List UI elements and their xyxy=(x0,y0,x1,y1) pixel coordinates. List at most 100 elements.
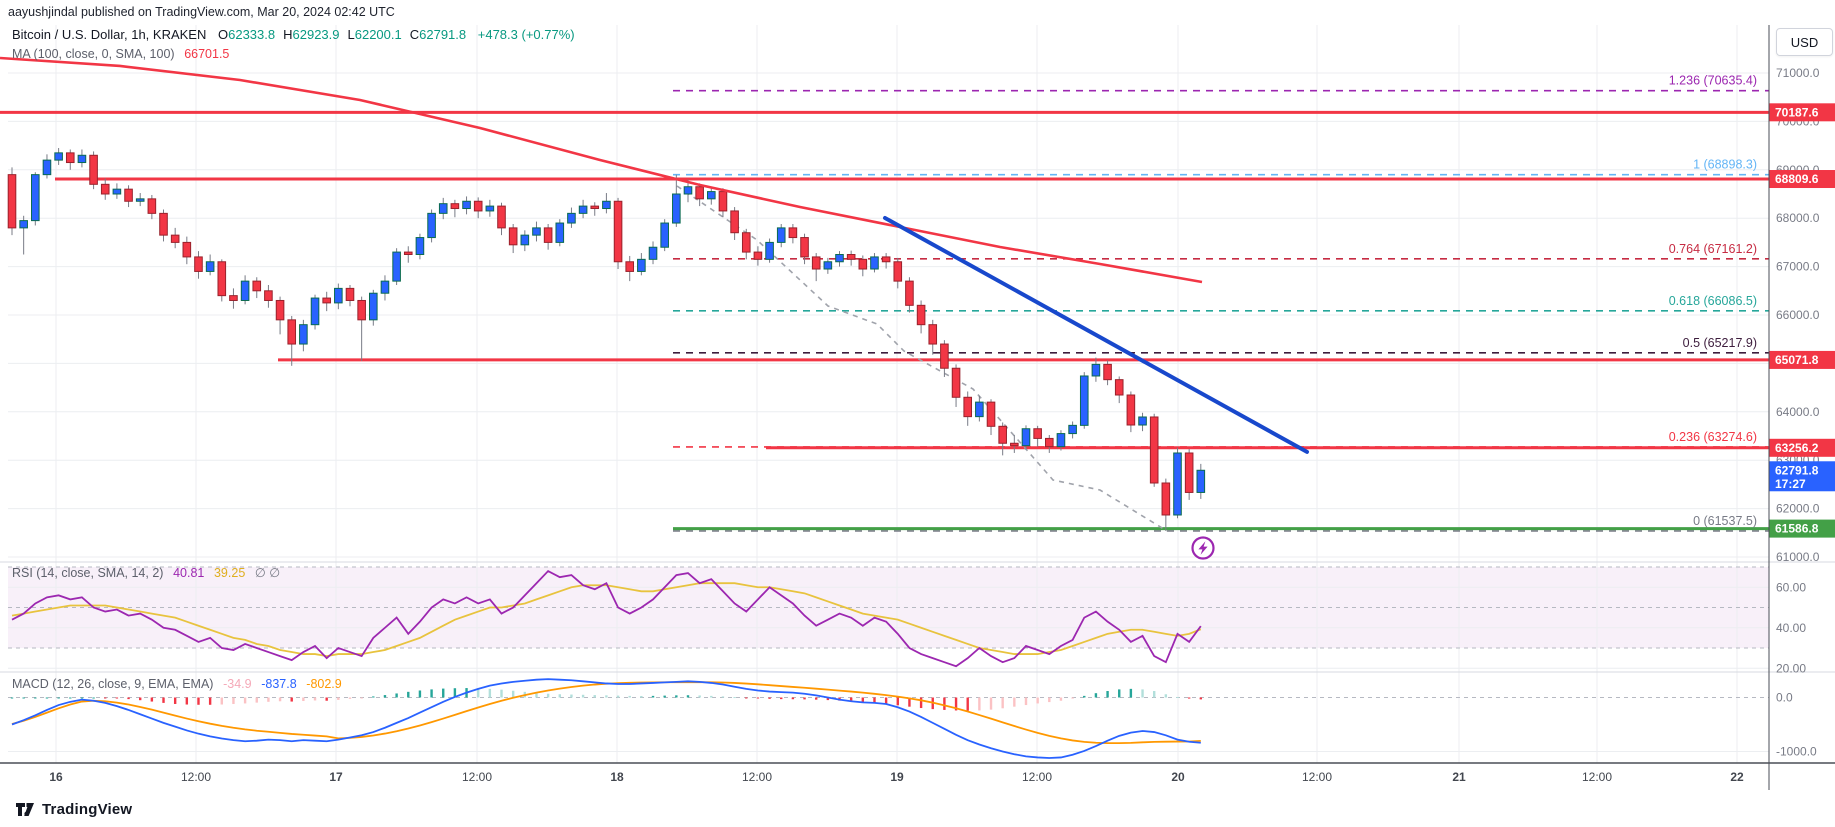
candle-body xyxy=(100,183,110,195)
price-tag xyxy=(1769,103,1835,122)
macd-histogram-bar xyxy=(325,697,328,701)
macd-histogram-bar xyxy=(581,694,585,698)
price-tag xyxy=(1769,438,1835,457)
candle-body xyxy=(672,193,681,224)
candle-body xyxy=(986,401,996,427)
candle-body xyxy=(870,256,879,270)
macd-histogram-bar xyxy=(570,694,573,698)
rsi-label: RSI (14, close, SMA, 14, 2) xyxy=(12,566,164,580)
macd-histogram-bar xyxy=(919,697,923,709)
ma-legend-row[interactable]: MA (100, close, 0, SMA, 100) 66701.5 xyxy=(12,46,229,61)
candle-body xyxy=(1044,437,1054,448)
macd-histogram-bar xyxy=(69,697,72,699)
candle-body xyxy=(625,261,635,272)
candle-body xyxy=(602,200,611,210)
macd-histogram-bar xyxy=(710,695,713,698)
macd-histogram-bar xyxy=(884,697,888,704)
candle-body xyxy=(776,227,786,243)
candle-body xyxy=(403,251,413,256)
candle-body xyxy=(497,205,506,229)
candle-body xyxy=(823,261,833,270)
candle-body xyxy=(811,256,821,270)
candle-body xyxy=(1114,379,1124,396)
fib-level-label: 0.236 (63274.6) xyxy=(1669,430,1757,444)
candle-body xyxy=(940,343,949,369)
candle-body xyxy=(916,304,926,326)
macd-histogram-bar xyxy=(197,697,200,705)
macd-legend-row[interactable]: MACD (12, 26, close, 9, EMA, EMA) -34.9 … xyxy=(12,676,342,691)
macd-histogram-bar xyxy=(908,697,911,707)
tradingview-brand-text: TradingView xyxy=(42,800,133,818)
time-axis-label: 12:00 xyxy=(1582,770,1612,784)
macd-histogram-bar xyxy=(313,697,317,701)
candle-body xyxy=(77,154,87,164)
macd-histogram-bar xyxy=(243,697,247,704)
candle-body xyxy=(753,251,763,260)
macd-histogram-bar xyxy=(686,695,690,698)
candle-body xyxy=(392,251,401,282)
symbol-legend-row[interactable]: Bitcoin / U.S. Dollar, 1h, KRAKEN O62333… xyxy=(12,27,575,42)
candle-body xyxy=(147,198,157,214)
macd-histogram-bar xyxy=(1071,697,1074,699)
time-axis-label: 12:00 xyxy=(1302,770,1332,784)
candle-body xyxy=(695,186,704,200)
candle-body xyxy=(928,324,938,345)
macd-histogram-bar xyxy=(791,697,795,700)
candle-body xyxy=(858,258,868,270)
macd-histogram-bar xyxy=(127,697,130,700)
candle-body xyxy=(240,280,250,301)
candle-body xyxy=(835,254,844,263)
macd-histogram-bar xyxy=(57,697,60,699)
macd-histogram-bar xyxy=(1013,697,1016,707)
candle-body xyxy=(345,287,355,301)
macd-histogram-bar xyxy=(477,688,480,698)
macd-histogram-bar xyxy=(1164,694,1168,698)
candle-body xyxy=(287,319,297,345)
macd-histogram-bar xyxy=(733,697,736,699)
ma-value: 66701.5 xyxy=(184,47,230,61)
candle-body xyxy=(1091,363,1101,377)
candle-body xyxy=(508,227,518,246)
macd-histogram-bar xyxy=(546,693,550,698)
time-axis-label: 16 xyxy=(49,770,63,784)
macd-histogram-bar xyxy=(966,697,969,711)
macd-histogram-bar xyxy=(115,697,119,699)
macd-histogram-bar xyxy=(780,697,783,700)
macd-histogram-bar xyxy=(442,688,445,698)
price-axis-label: 68000.0 xyxy=(1776,211,1820,225)
macd-histogram-bar xyxy=(22,697,25,699)
candle-body xyxy=(707,191,716,200)
macd-signal-value: -802.9 xyxy=(306,677,342,691)
rsi-legend-row[interactable]: RSI (14, close, SMA, 14, 2) 40.81 39.25 … xyxy=(12,565,280,580)
price-tag-text: 65071.8 xyxy=(1775,353,1819,367)
macd-histogram-bar xyxy=(488,688,492,698)
candle-body xyxy=(42,159,52,176)
currency-toggle-button[interactable]: USD xyxy=(1776,28,1833,56)
macd-histogram-bar xyxy=(1001,697,1004,709)
macd-histogram-bar xyxy=(593,695,596,698)
candle-body xyxy=(998,425,1007,444)
candle-body xyxy=(741,232,751,253)
macd-histogram-bar xyxy=(407,691,410,698)
macd-histogram-bar xyxy=(1048,697,1051,703)
macd-histogram-bar xyxy=(185,697,189,705)
price-change: +478.3 (+0.77%) xyxy=(477,27,575,42)
candle-body xyxy=(765,241,774,260)
price-axis-label: 71000.0 xyxy=(1776,66,1820,80)
candle-body xyxy=(730,210,739,234)
candle-body xyxy=(275,299,285,321)
ohlc-value: 62200.1 xyxy=(354,27,402,42)
candle-body xyxy=(520,234,530,246)
macd-histogram-bar xyxy=(1199,697,1203,700)
candle-body xyxy=(473,200,483,212)
candle-body xyxy=(334,287,343,304)
tradingview-brand[interactable]: TradingView xyxy=(14,798,132,820)
macd-axis-label: -1000.0 xyxy=(1776,745,1817,759)
macd-histogram-bar xyxy=(814,697,818,700)
macd-histogram-bar xyxy=(34,697,37,699)
time-axis-label: 19 xyxy=(890,770,904,784)
macd-histogram-bar xyxy=(150,697,154,702)
candle-body xyxy=(975,401,984,418)
